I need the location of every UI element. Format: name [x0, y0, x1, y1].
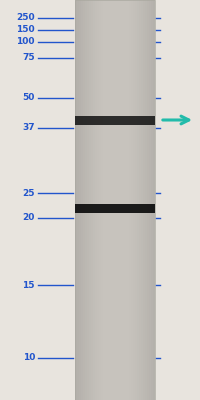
Bar [123, 0, 125, 400]
Text: 10: 10 [23, 354, 35, 362]
Text: 250: 250 [16, 14, 35, 22]
Bar [143, 0, 145, 400]
Bar [117, 0, 119, 400]
Text: 150: 150 [16, 26, 35, 34]
Bar [125, 0, 127, 400]
Bar [87, 0, 89, 400]
Bar [77, 0, 79, 400]
Bar [115, 0, 117, 400]
Bar [113, 0, 115, 400]
Bar [89, 0, 91, 400]
Bar [91, 0, 93, 400]
Bar [99, 0, 101, 400]
Text: 15: 15 [22, 280, 35, 290]
Bar [75, 116, 155, 124]
Bar [101, 0, 103, 400]
Bar [151, 0, 153, 400]
Bar [135, 0, 137, 400]
Text: 37: 37 [22, 124, 35, 132]
Bar [83, 0, 85, 400]
Bar [119, 0, 121, 400]
Text: 25: 25 [22, 188, 35, 198]
Bar [131, 0, 133, 400]
Bar [129, 0, 131, 400]
Bar [127, 0, 129, 400]
Bar [153, 0, 155, 400]
Bar [137, 0, 139, 400]
Bar [81, 0, 83, 400]
Bar [109, 0, 111, 400]
Bar [107, 0, 109, 400]
Bar [85, 0, 87, 400]
Bar [103, 0, 105, 400]
Bar [145, 0, 147, 400]
Bar [121, 0, 123, 400]
Text: 50: 50 [23, 94, 35, 102]
Bar [139, 0, 141, 400]
Text: 100: 100 [16, 38, 35, 46]
Bar [141, 0, 143, 400]
Bar [149, 0, 151, 400]
Bar [105, 0, 107, 400]
Bar [75, 204, 155, 212]
Bar [75, 0, 155, 400]
Bar [111, 0, 113, 400]
Bar [93, 0, 95, 400]
Text: 75: 75 [22, 54, 35, 62]
Bar [97, 0, 99, 400]
Bar [147, 0, 149, 400]
Bar [79, 0, 81, 400]
Bar [133, 0, 135, 400]
Bar [75, 0, 77, 400]
Text: 20: 20 [23, 214, 35, 222]
Bar [95, 0, 97, 400]
